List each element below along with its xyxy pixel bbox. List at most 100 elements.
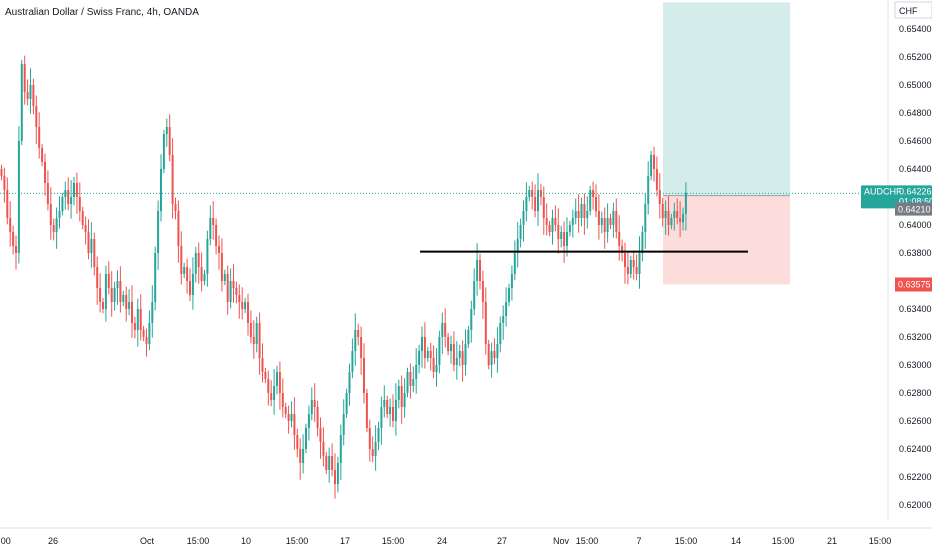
candle[interactable] xyxy=(638,236,641,289)
candle[interactable] xyxy=(12,225,15,255)
candle[interactable] xyxy=(493,338,496,365)
candle[interactable] xyxy=(673,202,676,231)
candle[interactable] xyxy=(32,78,35,115)
candle[interactable] xyxy=(229,268,232,309)
candle[interactable] xyxy=(357,323,360,346)
candle[interactable] xyxy=(78,182,81,222)
candle[interactable] xyxy=(203,269,206,286)
candle[interactable] xyxy=(52,218,55,241)
candle[interactable] xyxy=(302,434,305,474)
candle[interactable] xyxy=(351,338,354,379)
candle[interactable] xyxy=(539,183,542,206)
candle[interactable] xyxy=(183,262,186,279)
candle[interactable] xyxy=(325,451,328,475)
candle[interactable] xyxy=(641,225,644,262)
candle[interactable] xyxy=(281,378,284,418)
candle[interactable] xyxy=(586,196,589,229)
candle[interactable] xyxy=(15,235,17,270)
candle[interactable] xyxy=(429,342,432,371)
candle[interactable] xyxy=(151,285,154,338)
candle[interactable] xyxy=(44,153,46,196)
candle[interactable] xyxy=(113,281,116,311)
candle[interactable] xyxy=(490,342,493,378)
candle[interactable] xyxy=(70,180,73,219)
candle[interactable] xyxy=(525,182,528,222)
candle[interactable] xyxy=(244,297,247,314)
candle[interactable] xyxy=(679,201,682,237)
candle[interactable] xyxy=(595,184,597,218)
candle[interactable] xyxy=(415,348,418,394)
candle[interactable] xyxy=(365,388,368,433)
candle[interactable] xyxy=(650,150,653,181)
candle[interactable] xyxy=(223,269,226,286)
candle[interactable] xyxy=(307,405,310,441)
candle[interactable] xyxy=(403,378,406,418)
candle[interactable] xyxy=(502,305,505,340)
candle[interactable] xyxy=(606,203,609,243)
candle[interactable] xyxy=(35,95,38,144)
candle[interactable] xyxy=(542,186,545,235)
candle[interactable] xyxy=(499,316,502,353)
candle[interactable] xyxy=(133,316,136,339)
candle[interactable] xyxy=(568,220,571,237)
candle[interactable] xyxy=(684,182,687,231)
candle[interactable] xyxy=(29,68,32,114)
candle[interactable] xyxy=(49,187,52,240)
candle[interactable] xyxy=(61,192,64,216)
candle[interactable] xyxy=(247,293,249,336)
candle[interactable] xyxy=(264,367,267,384)
candle[interactable] xyxy=(313,383,316,422)
candle[interactable] xyxy=(64,181,67,210)
candle[interactable] xyxy=(484,287,487,355)
candle[interactable] xyxy=(136,298,139,347)
candle[interactable] xyxy=(90,222,93,268)
candle[interactable] xyxy=(667,196,670,236)
candle[interactable] xyxy=(394,383,397,436)
candle[interactable] xyxy=(122,290,125,307)
candle[interactable] xyxy=(510,265,513,301)
candle[interactable] xyxy=(661,197,664,227)
candle[interactable] xyxy=(516,222,519,268)
candle[interactable] xyxy=(426,346,429,363)
candle[interactable] xyxy=(397,379,400,409)
candle[interactable] xyxy=(589,185,592,216)
candle[interactable] xyxy=(452,331,455,372)
candle[interactable] xyxy=(171,138,174,219)
candle[interactable] xyxy=(55,207,58,249)
candle[interactable] xyxy=(458,344,461,367)
candle[interactable] xyxy=(551,209,554,245)
candle[interactable] xyxy=(621,239,624,262)
candle[interactable] xyxy=(177,200,180,263)
candle[interactable] xyxy=(131,285,133,338)
candle[interactable] xyxy=(209,205,212,246)
candle[interactable] xyxy=(139,294,142,341)
candle[interactable] xyxy=(218,235,220,270)
candle[interactable] xyxy=(624,242,626,284)
candle[interactable] xyxy=(644,193,647,249)
candle[interactable] xyxy=(574,198,577,225)
candle[interactable] xyxy=(400,375,403,424)
candle[interactable] xyxy=(455,341,458,380)
candle[interactable] xyxy=(345,388,348,419)
candle[interactable] xyxy=(600,211,603,234)
candle[interactable] xyxy=(316,400,319,437)
candle[interactable] xyxy=(238,284,241,319)
candle[interactable] xyxy=(284,402,287,419)
profit-zone[interactable] xyxy=(663,2,790,196)
candle[interactable] xyxy=(278,361,281,410)
candle[interactable] xyxy=(206,230,209,287)
candle[interactable] xyxy=(226,265,229,315)
candle[interactable] xyxy=(104,265,107,322)
candle[interactable] xyxy=(336,456,339,493)
candle[interactable] xyxy=(73,176,75,206)
candle[interactable] xyxy=(9,201,12,247)
candle[interactable] xyxy=(154,246,157,311)
candle[interactable] xyxy=(334,453,336,499)
candle[interactable] xyxy=(479,253,481,290)
candle[interactable] xyxy=(342,399,345,446)
candle[interactable] xyxy=(537,173,539,226)
candle[interactable] xyxy=(87,219,90,260)
candle[interactable] xyxy=(432,345,435,379)
candle[interactable] xyxy=(545,203,548,236)
candle[interactable] xyxy=(84,216,87,245)
